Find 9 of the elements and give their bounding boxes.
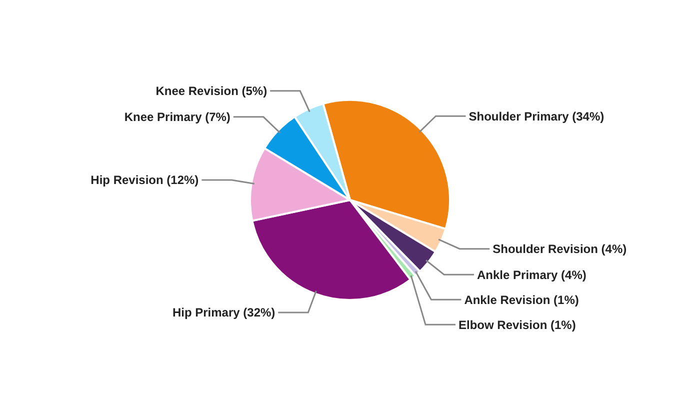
- slice-label: Shoulder Revision (4%): [492, 242, 627, 256]
- slice-label: Knee Primary (7%): [124, 110, 230, 124]
- slice-label: Shoulder Primary (34%): [468, 109, 604, 124]
- slice-label: Ankle Revision (1%): [464, 292, 579, 307]
- slice-label: Hip Primary (32%): [172, 306, 276, 320]
- slice-label: Knee Revision (5%): [156, 84, 268, 98]
- slice-label: Elbow Revision (1%): [458, 318, 576, 332]
- slice-label: Hip Revision (12%): [90, 173, 199, 188]
- slice-label: Ankle Primary (4%): [477, 268, 586, 282]
